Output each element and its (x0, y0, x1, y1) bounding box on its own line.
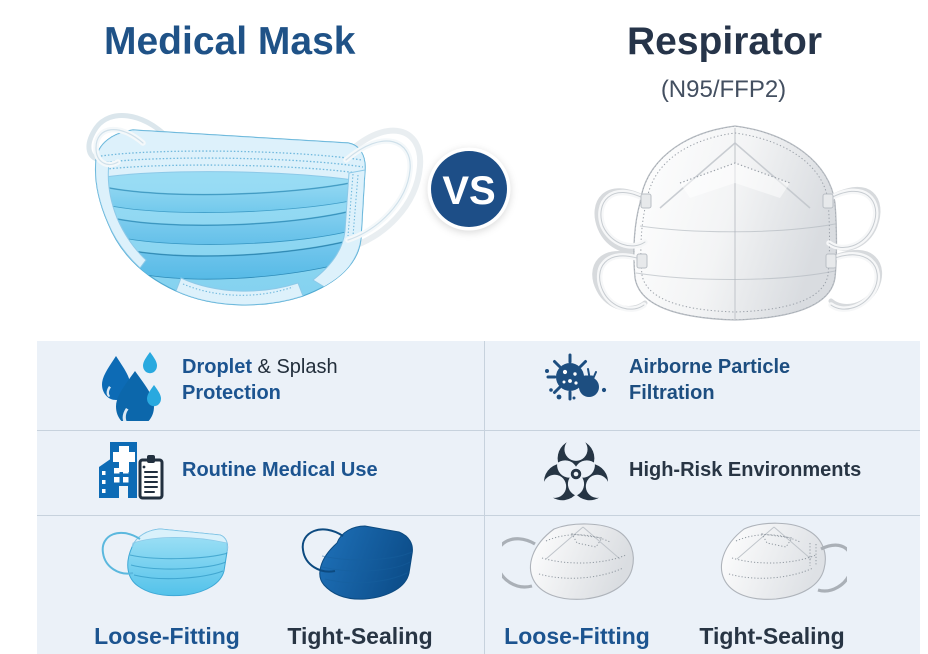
svg-text:VS: VS (442, 169, 495, 213)
